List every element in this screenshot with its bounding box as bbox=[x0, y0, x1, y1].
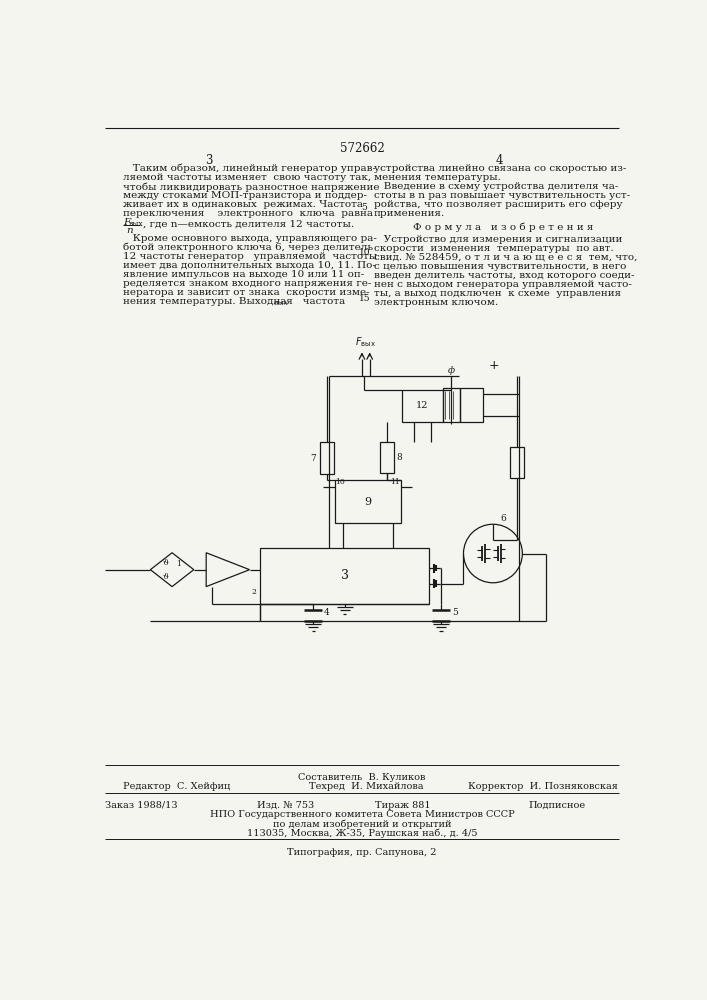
Text: с целью повышения чувствительности, в него: с целью повышения чувствительности, в не… bbox=[373, 262, 626, 271]
Text: Тираж 881: Тираж 881 bbox=[375, 801, 431, 810]
Text: 4: 4 bbox=[496, 154, 503, 167]
Text: 11: 11 bbox=[390, 478, 400, 486]
Text: 12 частоты генератор   управляемой  частоты: 12 частоты генератор управляемой частоты bbox=[123, 252, 378, 261]
Text: F: F bbox=[123, 218, 131, 227]
Text: 10: 10 bbox=[336, 478, 345, 486]
Text: скорости  изменения  температуры  по авт.: скорости изменения температуры по авт. bbox=[373, 244, 613, 253]
Text: 572662: 572662 bbox=[339, 142, 385, 155]
Bar bbox=[260, 548, 429, 604]
Bar bbox=[443, 388, 460, 422]
Text: Редактор  С. Хейфиц: Редактор С. Хейфиц bbox=[123, 782, 230, 791]
Text: Типография, пр. Сапунова, 2: Типография, пр. Сапунова, 2 bbox=[287, 848, 437, 857]
Text: 3: 3 bbox=[341, 569, 349, 582]
Bar bbox=[460, 388, 483, 422]
Text: между стоками МОП-транзистора и поддер-: между стоками МОП-транзистора и поддер- bbox=[123, 191, 367, 200]
Text: Корректор  И. Позняковская: Корректор И. Позняковская bbox=[468, 782, 618, 791]
Text: 5: 5 bbox=[452, 608, 457, 617]
Text: 3: 3 bbox=[205, 154, 212, 167]
Text: Кроме основного выхода, управляющего ра-: Кроме основного выхода, управляющего ра- bbox=[123, 234, 377, 243]
Text: Устройство для измерения и сигнализации: Устройство для измерения и сигнализации bbox=[373, 235, 622, 244]
Text: переключения    электронного  ключа  равна: переключения электронного ключа равна bbox=[123, 209, 373, 218]
Text: ϑ: ϑ bbox=[163, 559, 169, 567]
Text: +: + bbox=[489, 359, 499, 372]
Text: Ф о р м у л а   и з о б р е т е н и я: Ф о р м у л а и з о б р е т е н и я bbox=[413, 223, 593, 232]
Text: Техред  И. Михайлова: Техред И. Михайлова bbox=[309, 782, 423, 791]
Text: 6: 6 bbox=[501, 514, 506, 523]
Bar bbox=[402, 389, 443, 422]
Bar bbox=[335, 480, 401, 523]
Text: ляемой частоты изменяет  свою частоту так,: ляемой частоты изменяет свою частоту так… bbox=[123, 173, 371, 182]
Text: Составитель  В. Куликов: Составитель В. Куликов bbox=[298, 773, 426, 782]
Bar bbox=[510, 447, 524, 478]
Text: n: n bbox=[127, 226, 133, 235]
Text: ф: ф bbox=[448, 366, 455, 375]
Text: 2: 2 bbox=[251, 588, 256, 596]
Text: 7: 7 bbox=[310, 454, 316, 463]
Text: ботой электронного ключа 6, через делитель: ботой электронного ключа 6, через делите… bbox=[123, 243, 373, 252]
Text: Таким образом, линейный генератор управ-: Таким образом, линейный генератор управ- bbox=[123, 164, 376, 173]
Text: введен делитель частоты, вход которого соеди-: введен делитель частоты, вход которого с… bbox=[373, 271, 634, 280]
Text: 8: 8 bbox=[396, 453, 402, 462]
Text: Введение в схему устройства делителя ча-: Введение в схему устройства делителя ча- bbox=[373, 182, 618, 191]
Text: ройства, что позволяет расширить его сферу: ройства, что позволяет расширить его сфе… bbox=[373, 200, 622, 209]
Text: 4: 4 bbox=[324, 608, 329, 617]
Text: живает их в одинаковых  режимах. Частота: живает их в одинаковых режимах. Частота bbox=[123, 200, 363, 209]
Text: 5: 5 bbox=[361, 203, 367, 212]
Text: 15: 15 bbox=[358, 294, 370, 303]
Text: свид. № 528459, о т л и ч а ю щ е е с я  тем, что,: свид. № 528459, о т л и ч а ю щ е е с я … bbox=[373, 253, 637, 262]
Text: нения температуры. Выходная   частота: нения температуры. Выходная частота bbox=[123, 297, 346, 306]
Text: 1: 1 bbox=[176, 560, 181, 568]
Text: Заказ 1988/13: Заказ 1988/13 bbox=[105, 801, 178, 810]
Text: имеет два дополнительных выхода 10, 11. По-: имеет два дополнительных выхода 10, 11. … bbox=[123, 261, 376, 270]
Text: стоты в n раз повышает чувствительность уст-: стоты в n раз повышает чувствительность … bbox=[373, 191, 630, 200]
Text: нератора и зависит от знака  скорости изме-: нератора и зависит от знака скорости изм… bbox=[123, 288, 370, 297]
Text: применения.: применения. bbox=[373, 209, 445, 218]
Text: 10: 10 bbox=[358, 248, 370, 257]
Text: Изд. № 753: Изд. № 753 bbox=[257, 801, 315, 810]
Text: по делам изобретений и открытий: по делам изобретений и открытий bbox=[273, 819, 451, 829]
Text: чтобы ликвидировать разностное напряжение: чтобы ликвидировать разностное напряжени… bbox=[123, 182, 380, 192]
Text: 113035, Москва, Ж-35, Раушская наб., д. 4/5: 113035, Москва, Ж-35, Раушская наб., д. … bbox=[247, 828, 477, 838]
Text: вых: вых bbox=[274, 299, 288, 307]
Text: вых: вых bbox=[129, 220, 144, 228]
Text: , где n—емкость делителя 12 частоты.: , где n—емкость делителя 12 частоты. bbox=[143, 219, 354, 228]
Text: менения температуры.: менения температуры. bbox=[373, 173, 501, 182]
Bar bbox=[320, 442, 334, 474]
Text: 12: 12 bbox=[416, 401, 428, 410]
Text: ϑ: ϑ bbox=[163, 573, 169, 581]
Text: ределяется знаком входного напряжения ге-: ределяется знаком входного напряжения ге… bbox=[123, 279, 372, 288]
Text: $F_{\mathrm{вых}}$: $F_{\mathrm{вых}}$ bbox=[356, 336, 376, 349]
Text: устройства линейно связана со скоростью из-: устройства линейно связана со скоростью … bbox=[373, 164, 626, 173]
Text: явление импульсов на выходе 10 или 11 оп-: явление импульсов на выходе 10 или 11 оп… bbox=[123, 270, 365, 279]
Text: нен с выходом генератора управляемой часто-: нен с выходом генератора управляемой час… bbox=[373, 280, 631, 289]
Text: 9: 9 bbox=[364, 497, 371, 507]
Text: Подписное: Подписное bbox=[529, 801, 585, 810]
Text: электронным ключом.: электронным ключом. bbox=[373, 298, 498, 307]
Text: ты, а выход подключен  к схеме  управления: ты, а выход подключен к схеме управления bbox=[373, 289, 621, 298]
Bar bbox=[380, 442, 394, 473]
Text: НПО Государственного комитета Совета Министров СССР: НПО Государственного комитета Совета Мин… bbox=[209, 810, 514, 819]
